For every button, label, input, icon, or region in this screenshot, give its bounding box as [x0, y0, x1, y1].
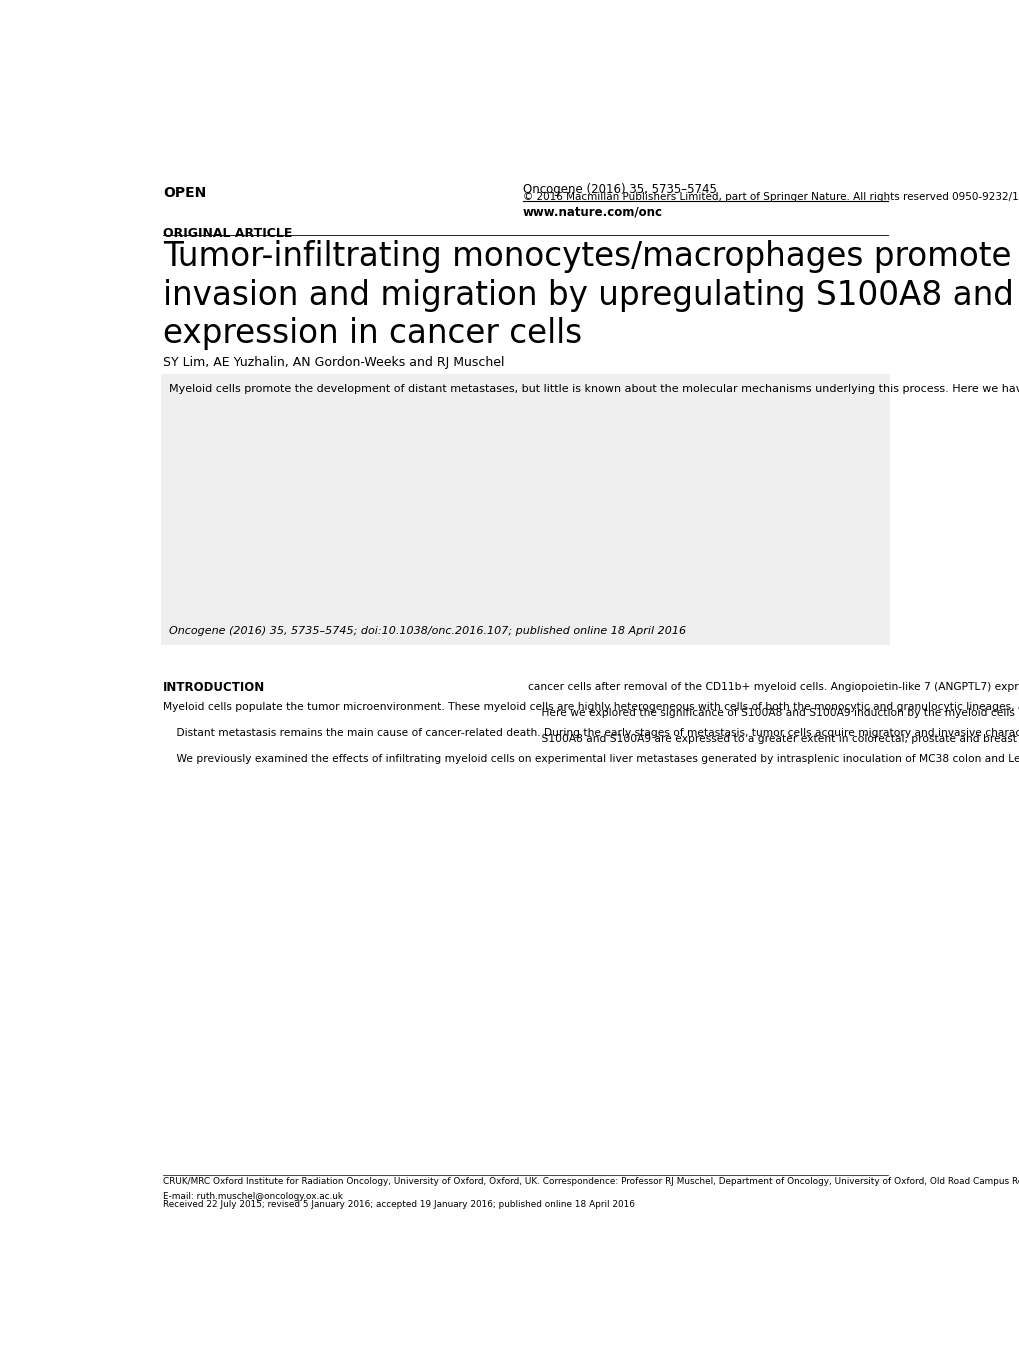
Text: SY Lim, AE Yuzhalin, AN Gordon-Weeks and RJ Muschel: SY Lim, AE Yuzhalin, AN Gordon-Weeks and…	[163, 355, 504, 369]
Text: Received 22 July 2015; revised 5 January 2016; accepted 19 January 2016; publish: Received 22 July 2015; revised 5 January…	[163, 1199, 634, 1209]
Text: E-mail: ruth.muschel@oncology.ox.ac.uk: E-mail: ruth.muschel@oncology.ox.ac.uk	[163, 1192, 342, 1202]
FancyBboxPatch shape	[161, 374, 890, 645]
Text: Oncogene (2016) 35, 5735–5745: Oncogene (2016) 35, 5735–5745	[522, 183, 716, 196]
Text: Myeloid cells populate the tumor microenvironment. These myeloid cells are highl: Myeloid cells populate the tumor microen…	[163, 702, 1019, 764]
Text: Myeloid cells promote the development of distant metastases, but little is known: Myeloid cells promote the development of…	[169, 383, 1019, 394]
Text: www.nature.com/onc: www.nature.com/onc	[522, 206, 662, 218]
Text: CRUK/MRC Oxford Institute for Radiation Oncology, University of Oxford, Oxford, : CRUK/MRC Oxford Institute for Radiation …	[163, 1176, 1019, 1186]
Text: Tumor-infiltrating monocytes/macrophages promote tumor
invasion and migration by: Tumor-infiltrating monocytes/macrophages…	[163, 240, 1019, 350]
Text: cancer cells after removal of the CD11b+ myeloid cells. Angiopoietin-like 7 (ANG: cancer cells after removal of the CD11b+…	[528, 682, 1019, 744]
Text: INTRODUCTION: INTRODUCTION	[163, 682, 265, 694]
Text: ORIGINAL ARTICLE: ORIGINAL ARTICLE	[163, 228, 292, 240]
Text: Oncogene (2016) 35, 5735–5745; doi:10.1038/onc.2016.107; published online 18 Apr: Oncogene (2016) 35, 5735–5745; doi:10.10…	[169, 626, 686, 637]
Text: OPEN: OPEN	[163, 186, 206, 199]
Text: © 2016 Macmillan Publishers Limited, part of Springer Nature. All rights reserve: © 2016 Macmillan Publishers Limited, par…	[522, 192, 1019, 202]
